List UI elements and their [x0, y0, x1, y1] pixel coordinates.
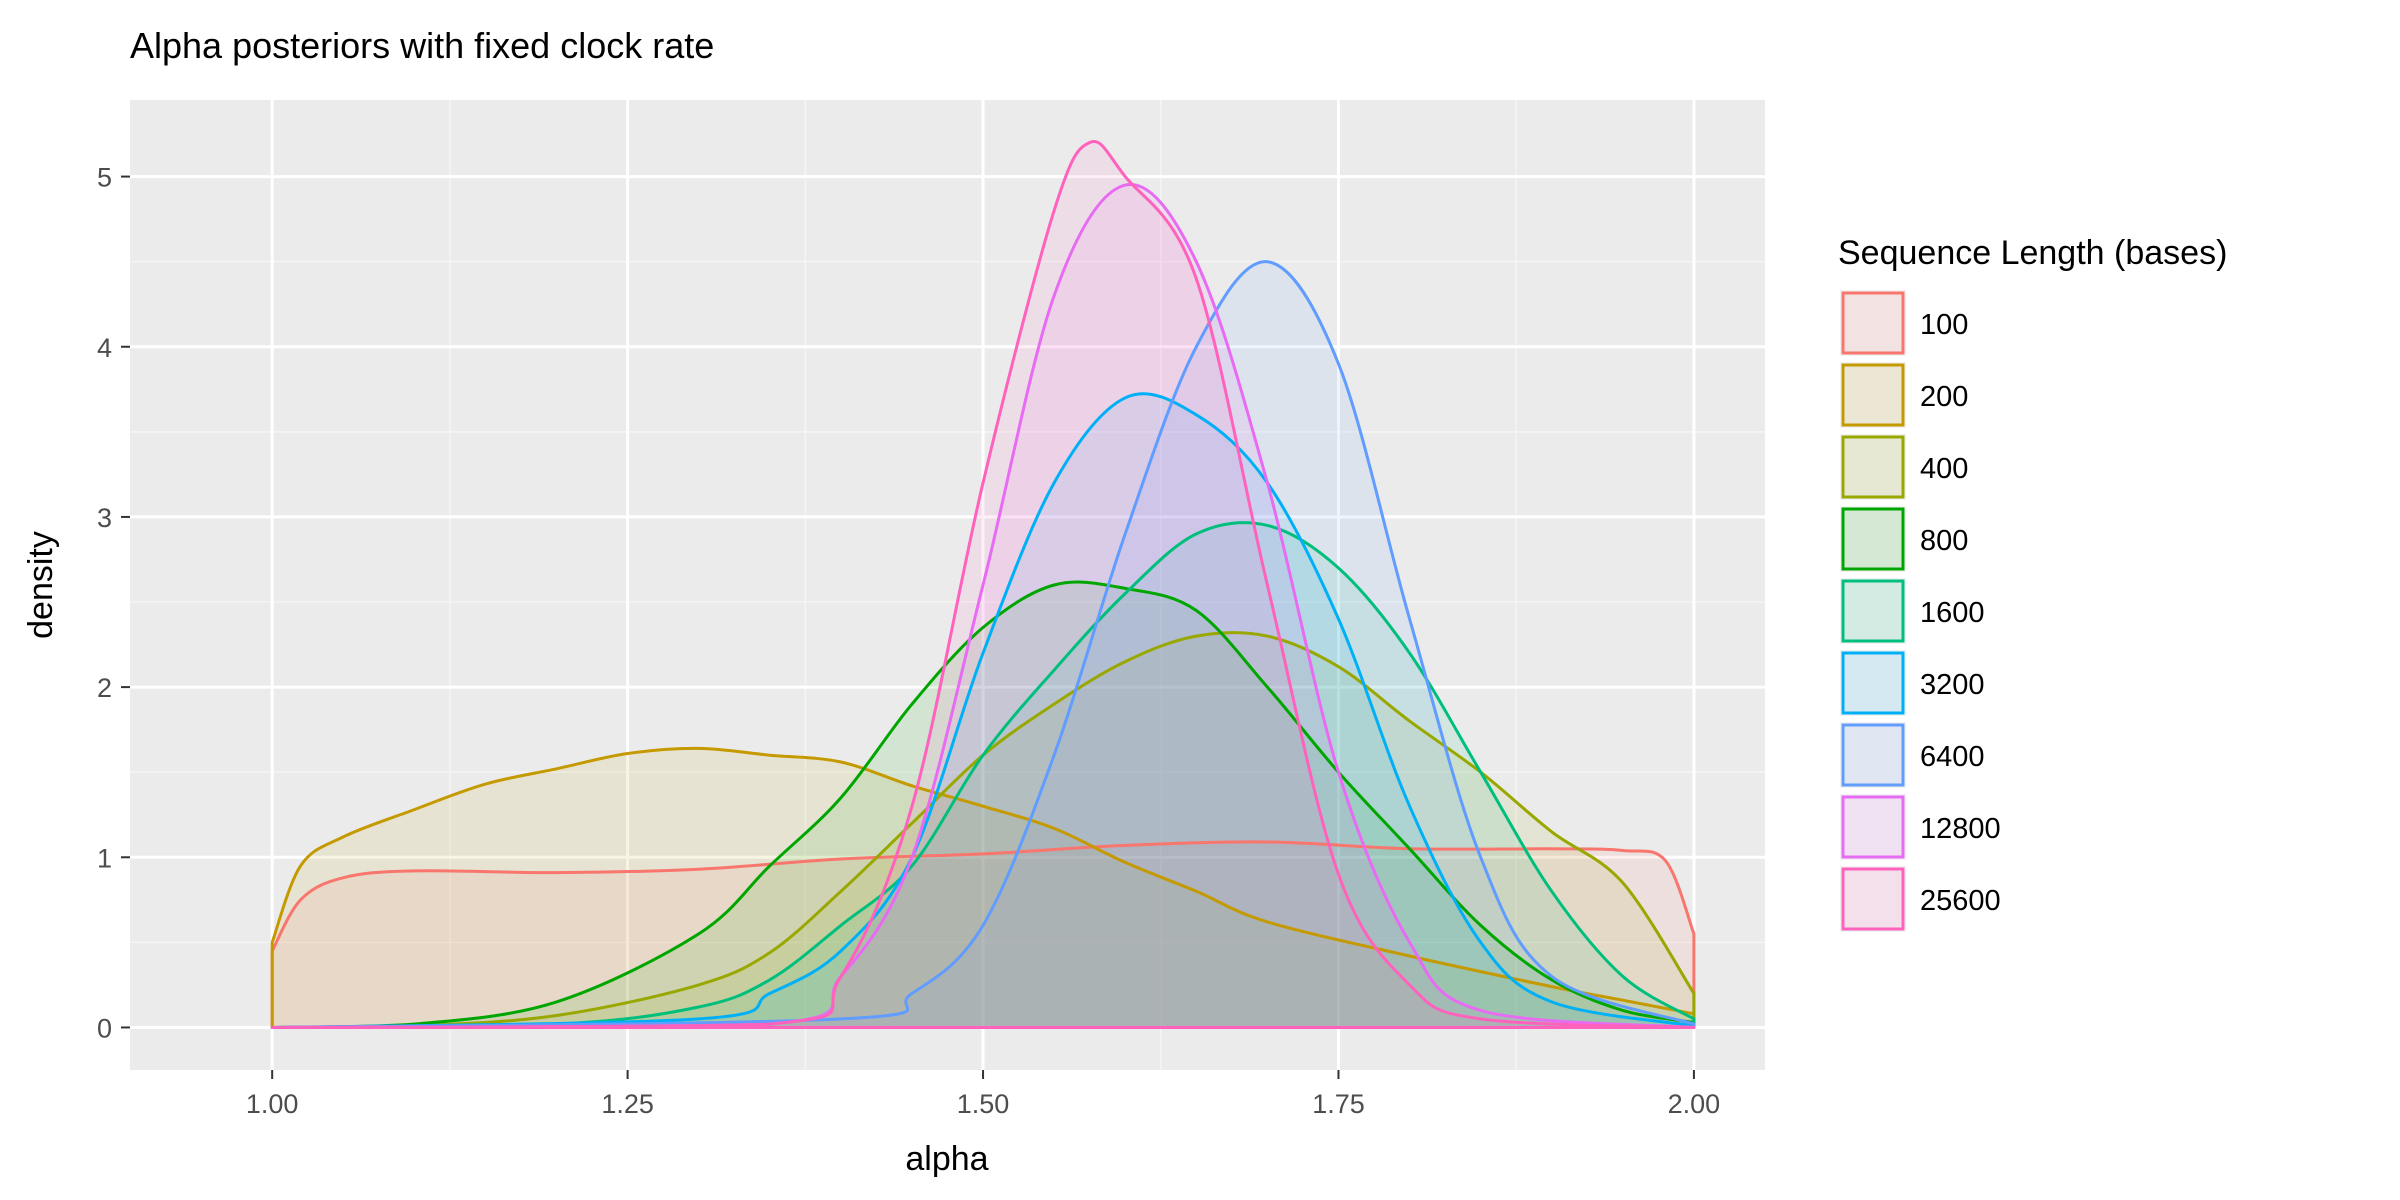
legend-label: 800 [1920, 525, 1968, 557]
density-line-25600 [270, 139, 1696, 1029]
legend-item-100: 100 [1840, 290, 1968, 356]
density-area-400 [272, 632, 1694, 1028]
legend-key-swatch [1841, 651, 1905, 715]
legend-key-background [1840, 794, 1906, 860]
x-tick-label: 1.25 [601, 1089, 654, 1119]
legend-item-400: 400 [1840, 434, 1968, 500]
legend-key-background [1840, 506, 1906, 572]
legend-label: 25600 [1920, 885, 2001, 917]
minor-grid [130, 100, 1765, 1070]
legend-key-background [1840, 362, 1906, 428]
density-line-200 [270, 746, 1696, 1029]
legend-item-800: 800 [1840, 506, 1968, 572]
legend-label: 200 [1920, 381, 1968, 413]
legend-key-background [1840, 434, 1906, 500]
legend-key-swatch [1841, 579, 1905, 643]
x-axis: 1.00 1.25 1.50 1.75 2.00 [246, 1070, 1720, 1119]
density-line-800 [270, 580, 1696, 1029]
legend-label: 100 [1920, 309, 1968, 341]
legend-label: 3200 [1920, 669, 1985, 701]
density-line-100 [270, 840, 1696, 1029]
legend-key-background [1840, 290, 1906, 356]
legend-item-200: 200 [1840, 362, 1968, 428]
y-tick-label: 0 [97, 1013, 112, 1043]
density-area-100 [272, 841, 1694, 1028]
legend-label: 400 [1920, 453, 1968, 485]
legend-label: 1600 [1920, 597, 1985, 629]
density-line-6400 [270, 260, 1696, 1029]
density-line-1600 [270, 521, 1696, 1029]
legend-item-6400: 6400 [1840, 722, 1985, 788]
density-area-1600 [272, 522, 1694, 1028]
legend-key-swatch [1841, 363, 1905, 427]
legend-key-swatch [1841, 291, 1905, 355]
x-tick-label: 1.75 [1312, 1089, 1365, 1119]
legend-item-1600: 1600 [1840, 578, 1985, 644]
density-area-200 [272, 748, 1694, 1028]
density-area-3200 [272, 393, 1694, 1028]
y-tick-label: 2 [97, 673, 112, 703]
legend-key-background [1840, 578, 1906, 644]
density-area-12800 [272, 184, 1694, 1028]
legend-item-3200: 3200 [1840, 650, 1985, 716]
y-tick-label: 5 [97, 163, 112, 193]
legend-key-background [1840, 722, 1906, 788]
legend-key-swatch [1841, 435, 1905, 499]
legend-item-12800: 12800 [1840, 794, 2001, 860]
legend-key-swatch [1841, 507, 1905, 571]
y-tick-label: 1 [97, 843, 112, 873]
density-area-6400 [272, 261, 1694, 1028]
y-axis-title: density [22, 531, 60, 639]
chart-title: Alpha posteriors with fixed clock rate [130, 25, 714, 66]
legend-key-swatch [1841, 867, 1905, 931]
x-tick-label: 1.50 [957, 1089, 1010, 1119]
legend-title: Sequence Length (bases) [1838, 234, 2227, 272]
density-line-400 [270, 631, 1696, 1029]
legend-key-background [1840, 866, 1906, 932]
legend-key-background [1840, 650, 1906, 716]
legend-key-swatch [1841, 723, 1905, 787]
y-tick-label: 4 [97, 333, 112, 363]
y-axis: 0 1 2 3 4 5 [97, 163, 130, 1043]
density-line-3200 [270, 392, 1696, 1029]
legend-label: 6400 [1920, 741, 1985, 773]
y-tick-label: 3 [97, 503, 112, 533]
x-axis-title: alpha [905, 1140, 988, 1178]
legend-key-swatch [1841, 795, 1905, 859]
x-tick-label: 2.00 [1668, 1089, 1721, 1119]
legend: Sequence Length (bases) 100 200 400 800 1600… [1838, 234, 2227, 932]
legend-item-25600: 25600 [1840, 866, 2001, 932]
density-lines [270, 139, 1696, 1029]
x-tick-label: 1.00 [246, 1089, 299, 1119]
legend-label: 12800 [1920, 813, 2001, 845]
